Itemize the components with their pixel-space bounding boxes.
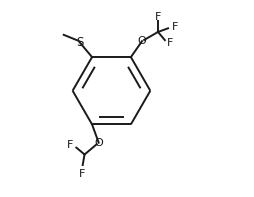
Text: O: O: [138, 36, 146, 46]
Text: F: F: [67, 140, 73, 150]
Text: F: F: [155, 12, 161, 22]
Text: O: O: [94, 138, 103, 148]
Text: S: S: [76, 36, 83, 49]
Text: F: F: [79, 169, 85, 179]
Text: F: F: [167, 38, 174, 48]
Text: F: F: [172, 22, 178, 32]
